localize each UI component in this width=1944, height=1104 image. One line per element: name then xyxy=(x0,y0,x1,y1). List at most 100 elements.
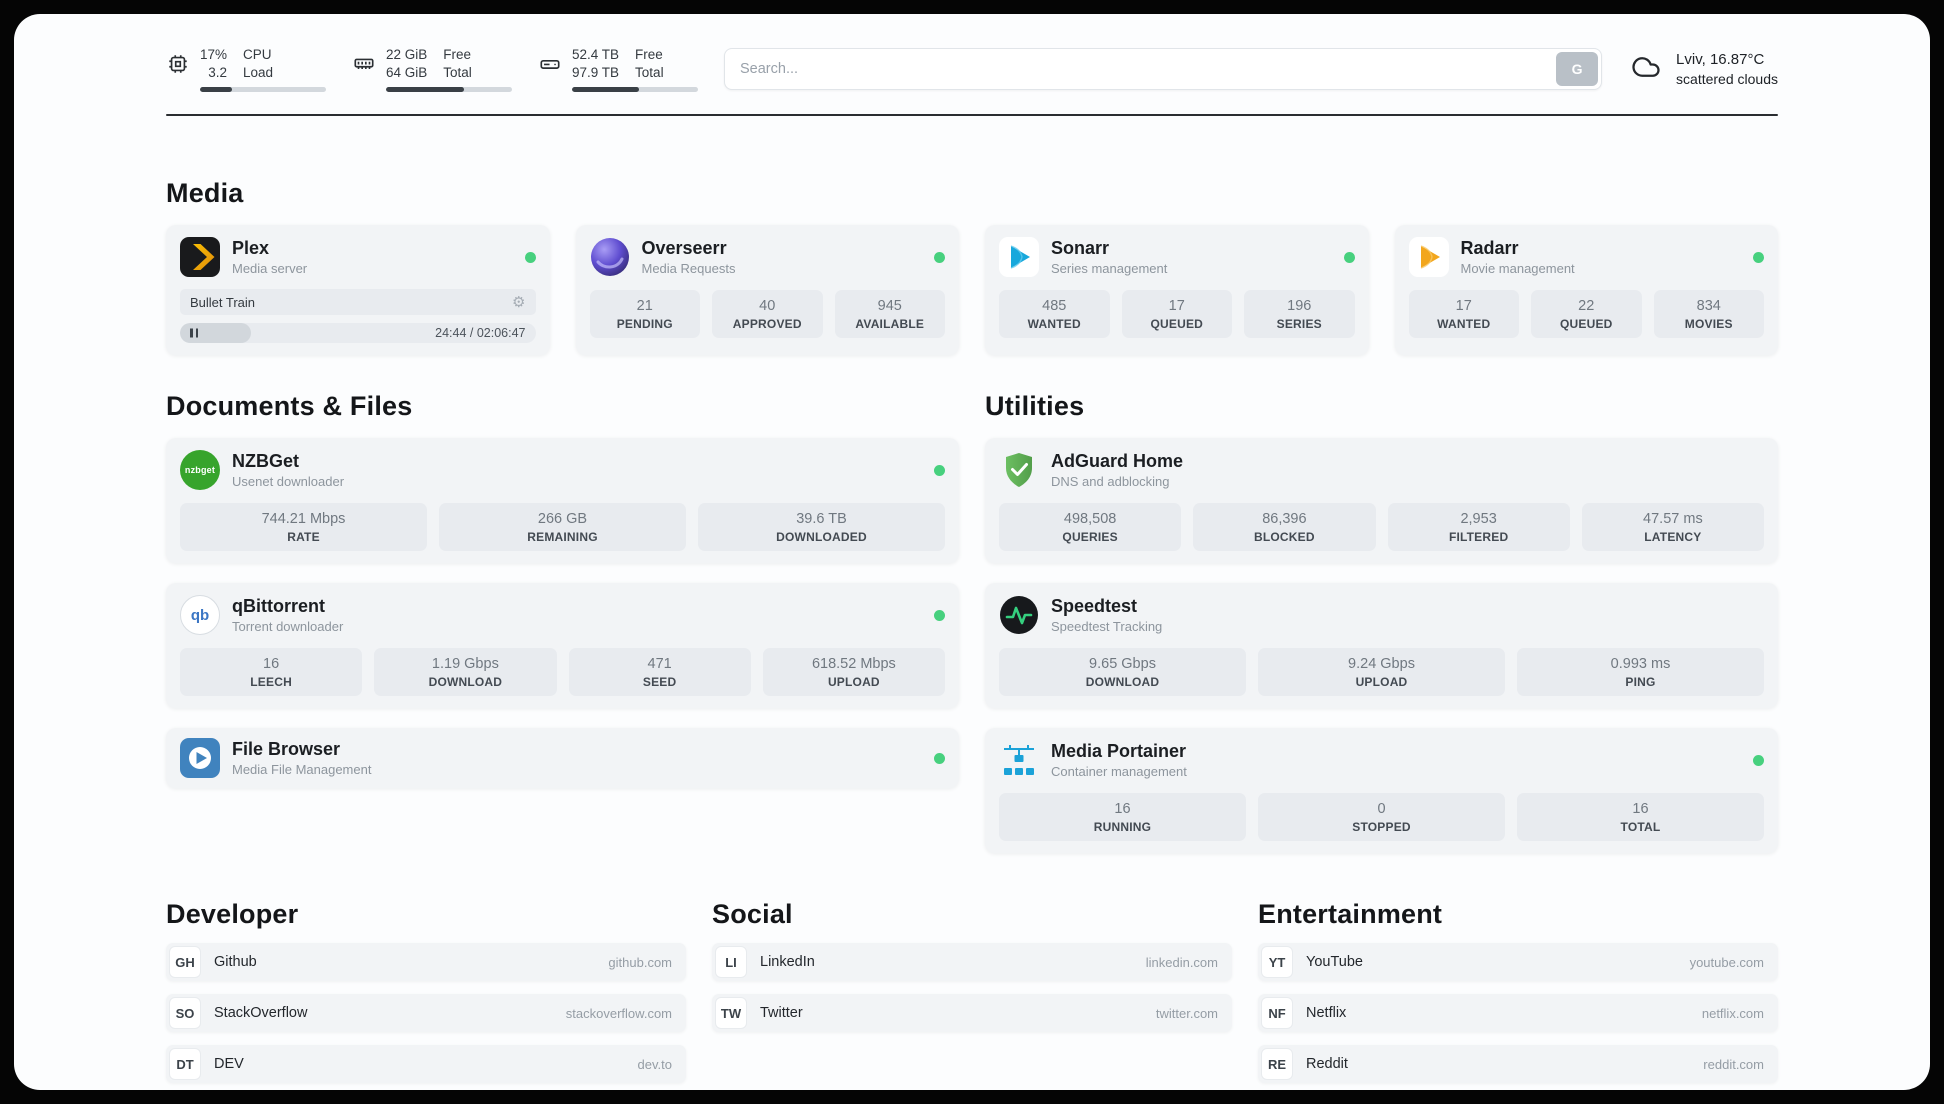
section-heading-entertainment: Entertainment xyxy=(1258,899,1443,929)
hard-drive-icon xyxy=(538,53,562,75)
service-subtitle: Movie management xyxy=(1460,261,1575,276)
cpu-progress-fill xyxy=(200,87,232,92)
stat-label: BLOCKED xyxy=(1254,530,1315,544)
stat-latency: 47.57 ms LATENCY xyxy=(1581,503,1764,551)
service-card-qbittorrent[interactable]: qb qBittorrent Torrent downloader 16 LEE… xyxy=(166,583,959,708)
stat-value: 21 xyxy=(636,298,653,314)
plex-icon xyxy=(180,237,220,277)
service-subtitle: Speedtest Tracking xyxy=(1051,619,1163,634)
section-heading-developer: Developer xyxy=(166,899,299,929)
nzbget-icon: nzbget xyxy=(180,450,220,490)
playback-progress-fill xyxy=(180,323,252,343)
portainer-icon xyxy=(999,740,1039,780)
disk-free-label: Free xyxy=(635,47,663,62)
cpu-label: CPU xyxy=(243,47,272,62)
service-card-plex[interactable]: Plex Media server Bullet Train ⚙ 24:44 /… xyxy=(166,225,550,355)
stat-label: AVAILABLE xyxy=(855,317,925,331)
cpu-widget: 17% CPU 3.2 Load xyxy=(166,46,326,92)
stat-label: WANTED xyxy=(1027,317,1081,331)
stat-value: 40 xyxy=(759,298,776,314)
stat-label: DOWNLOAD xyxy=(428,675,503,689)
disk-progress-bar xyxy=(572,87,698,92)
overseerr-icon xyxy=(590,237,630,277)
bookmark-domain: github.com xyxy=(608,954,672,970)
stat-downloaded: 39.6 TB DOWNLOADED xyxy=(698,503,945,551)
stat-value: 9.24 Gbps xyxy=(1348,656,1415,672)
stat-queued: 17 QUEUED xyxy=(1121,290,1232,338)
bookmark-name: StackOverflow xyxy=(214,1005,308,1021)
stat-label: FILTERED xyxy=(1448,530,1509,544)
status-online-dot xyxy=(1753,754,1764,766)
bookmark-name: Twitter xyxy=(760,1005,803,1021)
stat-value: 485 xyxy=(1042,298,1067,314)
stat-seed: 471 SEED xyxy=(568,648,751,696)
section-heading-social: Social xyxy=(712,899,793,929)
adguard-shield-icon xyxy=(999,450,1039,490)
pause-icon[interactable] xyxy=(190,328,198,338)
service-title: qBittorrent xyxy=(232,596,325,616)
service-card-speedtest[interactable]: Speedtest Speedtest Tracking 9.65 Gbps D… xyxy=(985,583,1778,708)
service-subtitle: Media Requests xyxy=(641,261,736,276)
filebrowser-icon xyxy=(180,738,220,778)
stat-label: SERIES xyxy=(1276,317,1322,331)
section-utilities: Utilities AdGuard Home DNS and adblockin… xyxy=(985,391,1778,853)
stat-value: 86,396 xyxy=(1262,511,1307,527)
bookmark-badge: GH xyxy=(169,946,201,978)
stat-rate: 744.21 Mbps RATE xyxy=(180,503,427,551)
service-card-sonarr[interactable]: Sonarr Series management 485 WANTED 17 Q… xyxy=(985,225,1369,355)
stat-running: 16 RUNNING xyxy=(999,793,1246,841)
stat-value: 266 GB xyxy=(537,511,588,527)
stat-filtered: 2,953 FILTERED xyxy=(1387,503,1570,551)
cpu-chip-icon xyxy=(166,53,190,75)
bookmark-youtube[interactable]: YT YouTube youtube.com xyxy=(1258,943,1778,981)
header: 17% CPU 3.2 Load 22 GiB Free xyxy=(166,42,1778,96)
stat-label: PENDING xyxy=(616,317,673,331)
cloud-icon xyxy=(1628,52,1664,87)
bookmark-stackoverflow[interactable]: SO StackOverflow stackoverflow.com xyxy=(166,994,686,1032)
service-card-filebrowser[interactable]: File Browser Media File Management xyxy=(166,728,959,788)
service-card-adguard[interactable]: AdGuard Home DNS and adblocking 498,508 … xyxy=(985,438,1778,563)
stat-wanted: 17 WANTED xyxy=(1408,290,1519,338)
bookmark-name: YouTube xyxy=(1306,954,1363,970)
stat-label: UPLOAD xyxy=(1355,675,1408,689)
stat-label: TOTAL xyxy=(1620,820,1661,834)
bookmark-reddit[interactable]: RE Reddit reddit.com xyxy=(1258,1045,1778,1083)
cpu-progress-bar xyxy=(200,87,326,92)
memory-widget: 22 GiB Free 64 GiB Total xyxy=(352,46,512,92)
stat-value: 39.6 TB xyxy=(796,511,847,527)
service-title: Media Portainer xyxy=(1051,741,1187,761)
stat-value: 744.21 Mbps xyxy=(261,511,346,527)
status-online-dot xyxy=(934,251,945,263)
search-input[interactable] xyxy=(728,61,1557,77)
stat-label: QUEUED xyxy=(1150,317,1204,331)
gear-icon[interactable]: ⚙ xyxy=(512,293,526,311)
bookmark-netflix[interactable]: NF Netflix netflix.com xyxy=(1258,994,1778,1032)
bookmark-domain: youtube.com xyxy=(1689,954,1764,970)
stat-leech: 16 LEECH xyxy=(180,648,363,696)
service-subtitle: Container management xyxy=(1051,764,1187,779)
bookmark-linkedin[interactable]: LI LinkedIn linkedin.com xyxy=(712,943,1232,981)
service-subtitle: Usenet downloader xyxy=(232,474,345,489)
bookmark-github[interactable]: GH Github github.com xyxy=(166,943,686,981)
service-title: NZBGet xyxy=(232,451,299,471)
stat-value: 17 xyxy=(1455,298,1472,314)
service-title: AdGuard Home xyxy=(1051,451,1184,471)
playback-progress-bar[interactable]: 24:44 / 02:06:47 xyxy=(180,323,536,343)
stat-label: RATE xyxy=(287,530,320,544)
bookmark-dev[interactable]: DT DEV dev.to xyxy=(166,1045,686,1083)
ram-total-label: Total xyxy=(443,65,472,80)
cpu-load-value: 3.2 xyxy=(208,65,228,80)
service-card-portainer[interactable]: Media Portainer Container management 16 … xyxy=(985,728,1778,853)
qbittorrent-icon: qb xyxy=(180,595,220,635)
memory-icon xyxy=(352,53,376,75)
service-card-nzbget[interactable]: nzbget NZBGet Usenet downloader 744.21 M… xyxy=(166,438,959,563)
bookmark-twitter[interactable]: TW Twitter twitter.com xyxy=(712,994,1232,1032)
service-card-radarr[interactable]: Radarr Movie management 17 WANTED 22 QUE… xyxy=(1394,225,1778,355)
stat-upload: 618.52 Mbps UPLOAD xyxy=(762,648,945,696)
bookmark-domain: linkedin.com xyxy=(1145,954,1218,970)
bookmark-domain: dev.to xyxy=(637,1056,672,1072)
service-card-overseerr[interactable]: Overseerr Media Requests 21 PENDING 40 A… xyxy=(575,225,959,355)
stat-label: SEED xyxy=(642,675,677,689)
search-engine-button[interactable]: G xyxy=(1556,52,1599,86)
stat-value: 945 xyxy=(877,298,902,314)
